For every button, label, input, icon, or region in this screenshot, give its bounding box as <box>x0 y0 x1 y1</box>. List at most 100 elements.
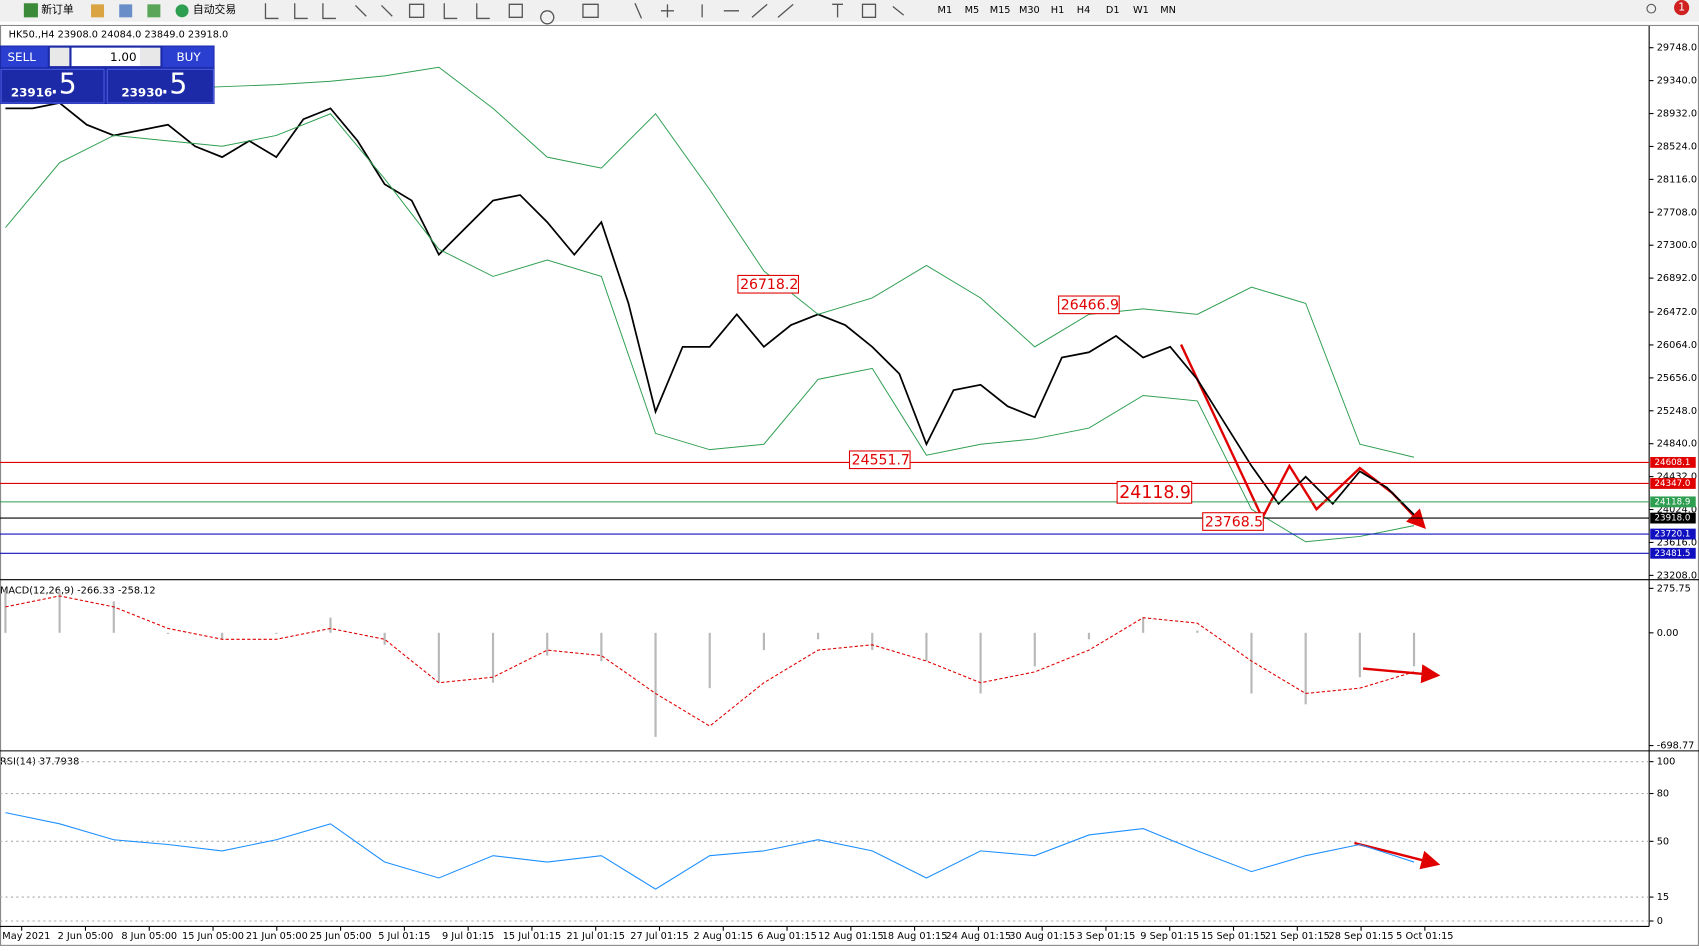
y-tick-label: 24024.0 <box>1657 505 1697 516</box>
tool-icon[interactable] <box>147 4 161 18</box>
annotation-box <box>1058 295 1120 315</box>
indicator-title: MACD(12,26,9) -266.33 -258.12 <box>0 586 156 597</box>
time-label: 15 Jun 05:00 <box>182 931 244 942</box>
time-label: 2 Aug 01:15 <box>693 931 753 942</box>
histogram-bar <box>1196 630 1199 633</box>
timeframe-button[interactable]: H1 <box>1051 5 1065 16</box>
new-order-icon[interactable] <box>23 3 38 18</box>
new-order[interactable]: 新订单 <box>41 2 74 16</box>
time-label: 3 Sep 01:15 <box>1077 931 1136 942</box>
y-tick-label: 23616.0 <box>1657 537 1697 548</box>
histogram-bar <box>762 632 765 651</box>
timeframe-button[interactable]: MN <box>1160 5 1176 16</box>
buy-label[interactable]: BUY <box>176 50 201 64</box>
level-label: 24608.1 <box>1655 458 1691 468</box>
y-tick-label: 0.00 <box>1657 628 1679 639</box>
y-tick-label: 24840.0 <box>1657 439 1697 450</box>
y-tick-label: 50 <box>1657 836 1669 847</box>
time-label: 12 Aug 01:15 <box>818 931 884 942</box>
level-tag <box>1650 528 1696 540</box>
time-label: 9 Sep 01:15 <box>1140 931 1199 942</box>
histogram-bar <box>1033 632 1036 667</box>
time-label: 24 Aug 01:15 <box>946 931 1012 942</box>
time-label: 28 Sep 01:15 <box>1329 931 1394 942</box>
volume-value[interactable]: 1.00 <box>110 50 137 64</box>
histogram-bar <box>329 617 332 633</box>
indicator-title: RSI(14) 37.7938 <box>0 757 79 768</box>
y-tick-label: 26892.0 <box>1657 273 1697 284</box>
timeframe-button[interactable]: W1 <box>1133 5 1149 16</box>
histogram-bar <box>979 632 982 694</box>
histogram-bar <box>491 632 495 683</box>
series-line <box>5 102 1415 516</box>
timeframe-button[interactable]: M1 <box>938 5 953 16</box>
time-label: 27 Jul 01:15 <box>630 931 688 942</box>
toolbar-icons <box>264 2 905 25</box>
y-tick-label: 28524.0 <box>1657 141 1697 152</box>
buy-price[interactable]: 23930 <box>121 86 162 100</box>
y-tick-label: 100 <box>1657 757 1676 768</box>
annotation-box <box>848 450 911 470</box>
tool-icon[interactable] <box>91 4 105 18</box>
y-tick-label: 25656.0 <box>1657 373 1697 384</box>
sell-button[interactable] <box>1 46 48 68</box>
sell-price[interactable]: 23916 <box>11 86 52 100</box>
y-tick-label: 80 <box>1657 789 1669 800</box>
notification-count: 1 <box>1678 1 1685 14</box>
auto-trading-icon[interactable] <box>175 4 189 18</box>
histogram-bar <box>708 632 711 689</box>
level-tag <box>1650 478 1696 489</box>
histogram-bar <box>546 632 549 656</box>
timeframe-button[interactable]: M30 <box>1019 5 1040 16</box>
toolbar-group: 新订单 自动交易 1 <box>23 0 1690 25</box>
toolbar <box>0 0 1699 22</box>
y-tick-label: -698.77 <box>1657 741 1695 752</box>
annotation-box <box>1202 512 1264 531</box>
auto-trading[interactable]: 自动交易 <box>193 2 236 16</box>
series-line <box>5 113 1415 543</box>
time-label: 5 Oct 01:15 <box>1396 931 1453 942</box>
time-label: 8 Jun 05:00 <box>121 931 177 942</box>
level-label: 23481.5 <box>1655 549 1691 559</box>
sell-price-box[interactable] <box>0 68 105 104</box>
y-tick-label: 23208.0 <box>1657 570 1697 581</box>
histogram-bar <box>1358 632 1361 678</box>
buy-button[interactable] <box>162 46 214 68</box>
volume-field[interactable] <box>71 47 141 67</box>
annotation: 26718.2 <box>740 277 798 293</box>
sell-label[interactable]: SELL <box>8 50 37 64</box>
timeframe-button[interactable]: M5 <box>965 5 980 16</box>
time-label: 21 Sep 01:15 <box>1265 931 1330 942</box>
annotation: 23768.5 <box>1205 514 1263 530</box>
y-tick-label: 28932.0 <box>1657 109 1697 120</box>
time-label: 15 Jul 01:15 <box>503 931 561 942</box>
time-label: 21 Jul 01:15 <box>566 931 624 942</box>
histogram-bar <box>383 632 386 645</box>
histogram-bar <box>1412 632 1416 667</box>
tool-icon[interactable] <box>119 4 133 18</box>
histogram-bar <box>816 632 820 640</box>
histogram-bar <box>112 601 115 633</box>
volume-down[interactable] <box>49 47 70 67</box>
sell-pip[interactable]: .5 <box>50 68 77 101</box>
macd-arrow <box>1362 664 1441 684</box>
time-label: 25 Jun 05:00 <box>310 931 372 942</box>
time-label: 15 Sep 01:15 <box>1201 931 1266 942</box>
annotation: 26466.9 <box>1061 298 1119 314</box>
annotation-box <box>737 274 800 294</box>
volume-up[interactable] <box>140 47 161 67</box>
search-icon[interactable] <box>1646 3 1657 14</box>
timeframe-button[interactable]: D1 <box>1106 5 1120 16</box>
y-tick-label: 29748.0 <box>1657 43 1697 54</box>
notification-badge[interactable] <box>1674 0 1690 16</box>
buy-pip[interactable]: .5 <box>160 68 187 101</box>
histogram-bar <box>925 632 928 662</box>
annotation: 24118.9 <box>1119 483 1191 503</box>
timeframe-button[interactable]: M15 <box>990 5 1011 16</box>
time-label: 7 May 2021 <box>0 931 50 942</box>
timeframe-button[interactable]: H4 <box>1077 5 1091 16</box>
buy-price-box[interactable] <box>106 68 215 104</box>
level-tag <box>1650 456 1696 468</box>
